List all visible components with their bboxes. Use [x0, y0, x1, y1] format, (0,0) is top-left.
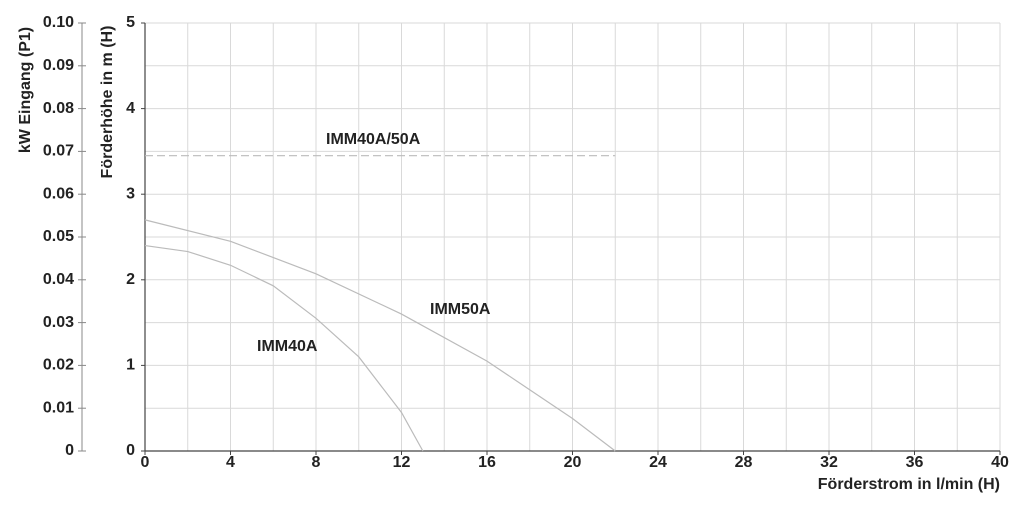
series-label: IMM40A — [257, 338, 318, 355]
x-tick-label: 16 — [478, 454, 496, 471]
series-label: IMM40A/50A — [326, 131, 421, 148]
x-tick-label: 0 — [141, 454, 150, 471]
y-axis-title: Förderhöhe in m (H) — [99, 26, 116, 179]
y-tick-label: 3 — [126, 185, 135, 202]
y-tick-label: 2 — [126, 271, 135, 288]
x-tick-label: 24 — [649, 454, 667, 471]
series-line — [144, 219, 616, 452]
x-tick-label: 8 — [312, 454, 321, 471]
x-axis-title: Förderstrom in l/min (H) — [818, 476, 1000, 493]
y2-tick-label: 0.02 — [43, 357, 74, 374]
y2-tick-label: 0.08 — [43, 100, 74, 117]
x-tick-label: 12 — [393, 454, 411, 471]
y2-tick-label: 0.09 — [43, 57, 74, 74]
y2-tick-label: 0.06 — [43, 185, 74, 202]
y2-tick-label: 0.03 — [43, 314, 74, 331]
x-tick-label: 40 — [991, 454, 1009, 471]
y2-tick-label: 0.10 — [43, 14, 74, 31]
x-tick-label: 32 — [820, 454, 838, 471]
y2-tick-label: 0.04 — [43, 271, 74, 288]
x-tick-label: 4 — [226, 454, 235, 471]
x-tick-label: 36 — [906, 454, 924, 471]
series-label: IMM50A — [430, 301, 491, 318]
y2-tick-label: 0.05 — [43, 228, 74, 245]
y-tick-label: 5 — [126, 14, 135, 31]
y2-axis-title: kW Eingang (P1) — [17, 27, 34, 153]
y-tick-label: 1 — [126, 357, 135, 374]
series-line — [144, 244, 424, 452]
y2-tick-label: 0.01 — [43, 399, 74, 416]
x-tick-label: 28 — [735, 454, 753, 471]
x-tick-label: 20 — [564, 454, 582, 471]
y-tick-label: 4 — [126, 100, 135, 117]
y2-tick-label: 0.07 — [43, 143, 74, 160]
y2-tick-label: 0 — [65, 442, 74, 459]
y-tick-label: 0 — [126, 442, 135, 459]
